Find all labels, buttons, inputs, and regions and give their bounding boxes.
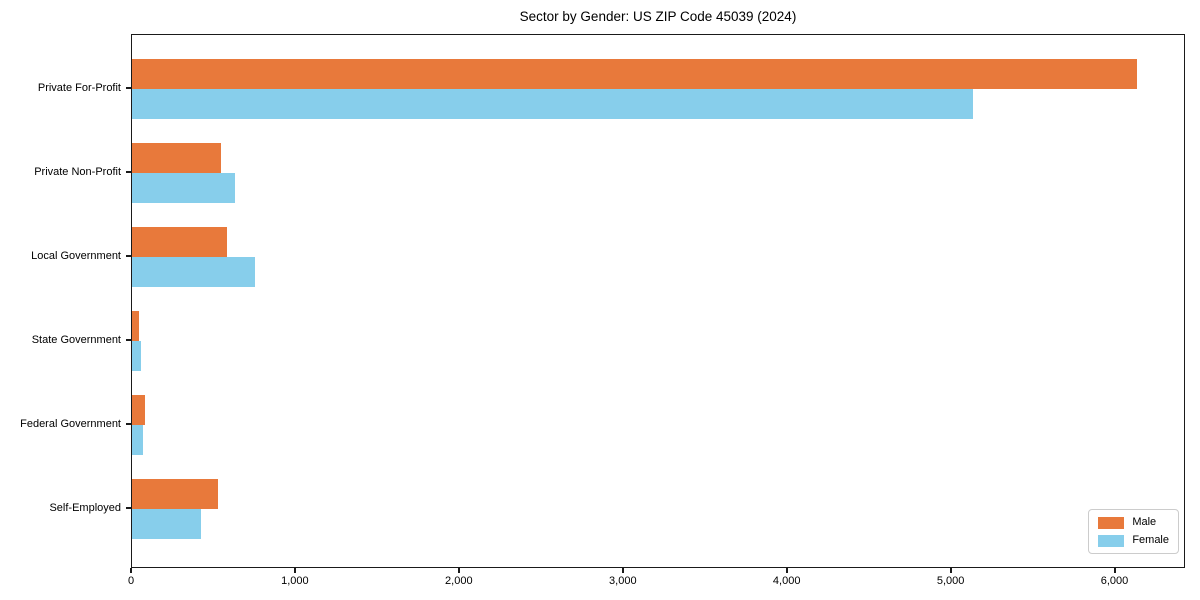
x-tick-4000 [785,568,788,573]
legend-label-male: Male [1132,516,1157,528]
bar-male-private-for-profit [132,59,1137,89]
bar-male-state-government [132,311,140,341]
x-tick-6000 [1113,568,1116,573]
y-label-private-non-profit: Private Non-Profit [34,166,121,178]
bar-female-state-government [132,341,141,371]
legend-label-female: Female [1132,534,1169,546]
x-tick-label-2000: 2,000 [445,575,473,587]
y-label-self-employed: Self-Employed [49,502,121,514]
x-tick-label-5000: 5,000 [936,575,965,587]
bar-female-private-for-profit [132,89,973,119]
x-tick-3000 [621,568,624,573]
bar-female-federal-government [132,425,143,455]
x-tick-label-6000: 6,000 [1100,575,1129,587]
x-tick-label-4000: 4,000 [772,575,801,587]
legend-swatch-female-icon [1098,534,1125,547]
y-tick-local-government [126,255,131,257]
plot-area: Male Female [131,34,1185,568]
x-tick-label-3000: 3,000 [609,575,637,587]
chart-title: Sector by Gender: US ZIP Code 45039 (202… [519,9,797,24]
y-tick-private-non-profit [126,171,131,173]
bar-male-self-employed [132,479,219,509]
y-tick-private-for-profit [126,87,131,89]
y-tick-self-employed [126,507,131,509]
y-tick-federal-government [126,423,131,425]
bar-male-local-government [132,227,228,257]
y-label-state-government: State Government [31,334,121,346]
bar-female-local-government [132,257,255,287]
legend-swatch-male-icon [1098,516,1125,529]
x-tick-5000 [949,568,952,573]
legend-item-male: Male [1098,516,1169,529]
y-label-federal-government: Federal Government [20,418,121,430]
x-tick-label-1000: 1,000 [281,575,309,587]
x-tick-label-0: 0 [127,575,135,587]
x-tick-0 [130,568,132,573]
y-tick-state-government [126,339,131,341]
bar-male-private-non-profit [132,143,221,173]
bar-male-federal-government [132,395,146,425]
bar-female-private-non-profit [132,173,236,203]
legend: Male Female [1088,509,1179,554]
bar-female-self-employed [132,509,201,539]
legend-item-female: Female [1098,534,1169,547]
y-label-private-for-profit: Private For-Profit [37,82,121,94]
y-label-local-government: Local Government [31,250,121,262]
x-tick-2000 [457,568,460,573]
x-tick-1000 [293,568,296,573]
